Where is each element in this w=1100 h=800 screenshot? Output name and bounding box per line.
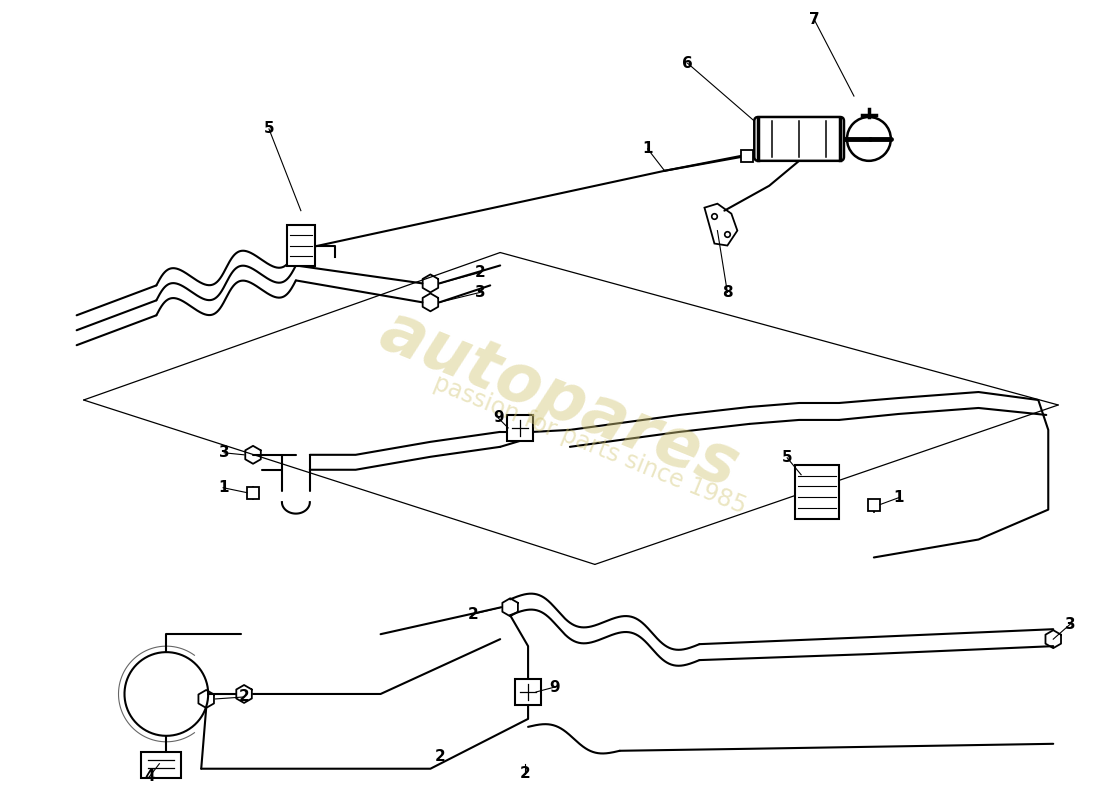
- Bar: [515, 679, 541, 705]
- Bar: [142, 752, 182, 778]
- Text: 3: 3: [1065, 617, 1076, 632]
- Bar: [741, 150, 754, 162]
- Text: 2: 2: [468, 606, 478, 622]
- Text: 5: 5: [264, 122, 274, 137]
- Text: 5: 5: [782, 450, 792, 466]
- Bar: [248, 486, 258, 498]
- Bar: [795, 465, 839, 518]
- Text: 1: 1: [893, 490, 904, 505]
- Text: 2: 2: [239, 690, 250, 705]
- Text: 2: 2: [519, 766, 530, 781]
- Bar: [868, 498, 880, 510]
- Bar: [507, 415, 534, 441]
- Text: autopares: autopares: [371, 298, 749, 502]
- Text: 8: 8: [722, 285, 733, 300]
- Text: 9: 9: [493, 410, 504, 426]
- FancyBboxPatch shape: [755, 117, 844, 161]
- Text: 6: 6: [682, 56, 693, 70]
- Text: 3: 3: [219, 446, 230, 460]
- Text: 1: 1: [218, 480, 229, 495]
- Text: 4: 4: [144, 769, 155, 784]
- Text: 7: 7: [808, 12, 820, 27]
- Bar: [287, 225, 315, 266]
- Text: 2: 2: [434, 750, 446, 764]
- Text: 9: 9: [550, 679, 560, 694]
- Text: 1: 1: [642, 142, 653, 156]
- Text: 2: 2: [475, 265, 485, 280]
- Text: 3: 3: [475, 285, 485, 300]
- Text: passion for parts since 1985: passion for parts since 1985: [430, 371, 750, 518]
